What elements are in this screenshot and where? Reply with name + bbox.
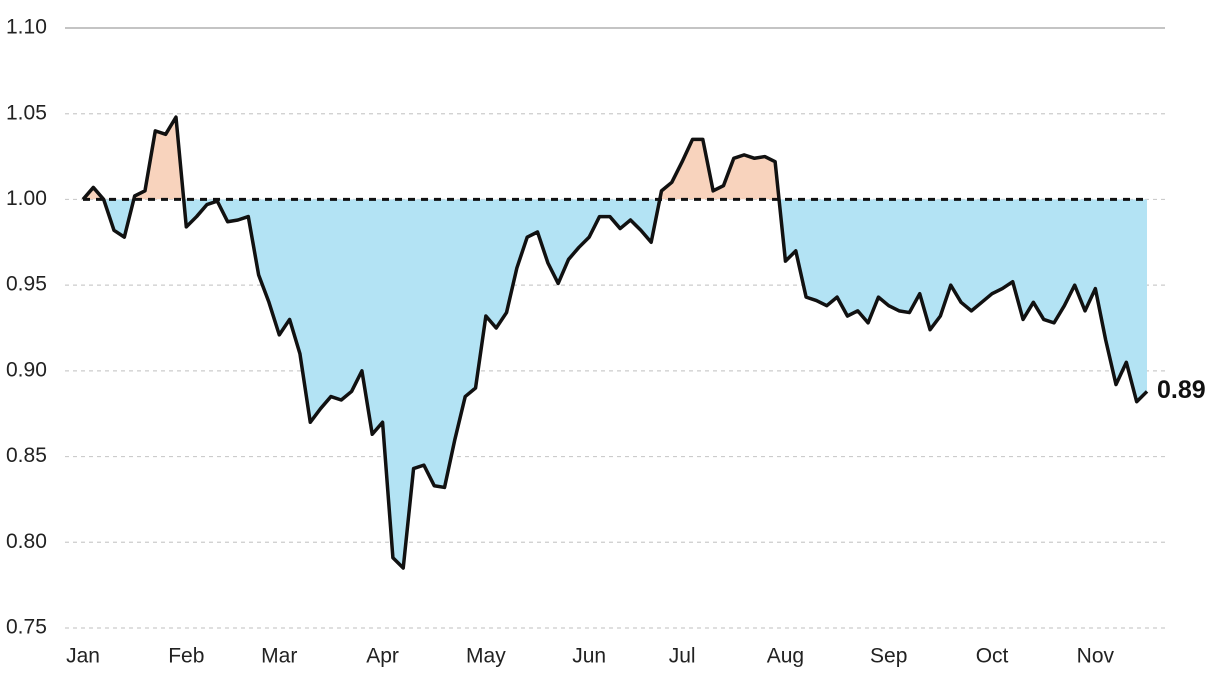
x-tick-label: Nov — [1077, 645, 1115, 668]
x-tick-label: Sep — [870, 645, 907, 668]
y-tick-label: 1.05 — [6, 101, 47, 124]
x-tick-label: Jul — [669, 645, 696, 668]
y-tick-label: 1.10 — [6, 16, 47, 39]
x-tick-label: Oct — [976, 645, 1009, 668]
x-tick-label: Feb — [168, 645, 204, 668]
y-tick-label: 0.95 — [6, 273, 47, 296]
area-below — [83, 199, 1147, 568]
x-tick-label: Jan — [66, 645, 100, 668]
y-tick-label: 0.90 — [6, 358, 47, 381]
x-tick-label: May — [466, 645, 506, 668]
area-above — [83, 117, 780, 200]
x-tick-label: Apr — [366, 645, 399, 668]
y-tick-label: 0.75 — [6, 616, 47, 639]
x-tick-label: Aug — [767, 645, 804, 668]
line — [81, 115, 1149, 570]
x-tick-label: Mar — [261, 645, 297, 668]
y-tick-label: 1.00 — [6, 187, 47, 210]
value-label: 0.89 — [1157, 376, 1206, 404]
x-tick-label: Jun — [572, 645, 606, 668]
y-tick-label: 0.80 — [6, 530, 47, 553]
y-tick-label: 0.85 — [6, 444, 47, 467]
